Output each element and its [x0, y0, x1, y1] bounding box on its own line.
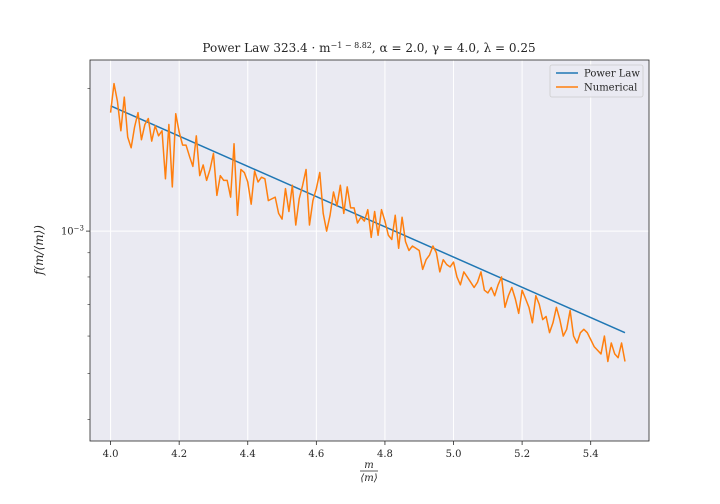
- series-layer: [109, 82, 626, 363]
- x-tick-label: 5.0: [446, 449, 462, 460]
- chart-title-exponent: −1 − 8.82: [331, 41, 372, 50]
- y-axis-label: f(m/⟨m⟩): [32, 225, 46, 276]
- series-line-numerical: [109, 82, 626, 363]
- legend-label-power-law: Power Law: [584, 69, 640, 80]
- chart-title: Power Law 323.4 · m−1 − 8.82, α = 2.0, γ…: [202, 41, 535, 56]
- x-tick-label: 4.2: [171, 449, 187, 460]
- x-axis-label-denominator: ⟨m⟩: [360, 473, 377, 484]
- legend-label-numerical: Numerical: [584, 83, 637, 94]
- x-tick-label: 5.4: [583, 449, 599, 460]
- chart-title-prefix: Power Law 323.4 · m: [202, 41, 331, 55]
- y-axis: 10−3: [61, 88, 90, 420]
- x-axis-label: m ⟨m⟩: [360, 460, 378, 484]
- x-tick-label: 4.4: [240, 449, 256, 460]
- x-axis: 4.0 4.2 4.4 4.6 4.8 5.0 5.2 5.4: [103, 441, 599, 460]
- y-tick-label: 10−3: [61, 225, 84, 238]
- y-tick-label-exponent: −3: [74, 225, 84, 233]
- x-tick-label: 4.6: [308, 449, 324, 460]
- x-tick-label: 4.8: [377, 449, 393, 460]
- legend: Power Law Numerical: [549, 64, 644, 98]
- plot-frame: [89, 59, 650, 442]
- x-tick-label: 5.2: [514, 449, 530, 460]
- grid: [90, 60, 649, 441]
- plot-background: [90, 60, 649, 441]
- x-tick-label: 4.0: [103, 449, 119, 460]
- x-axis-label-numerator: m: [364, 460, 373, 471]
- y-tick-label-base: 10: [61, 227, 74, 238]
- chart-title-suffix: , α = 2.0, γ = 4.0, λ = 0.25: [372, 41, 536, 55]
